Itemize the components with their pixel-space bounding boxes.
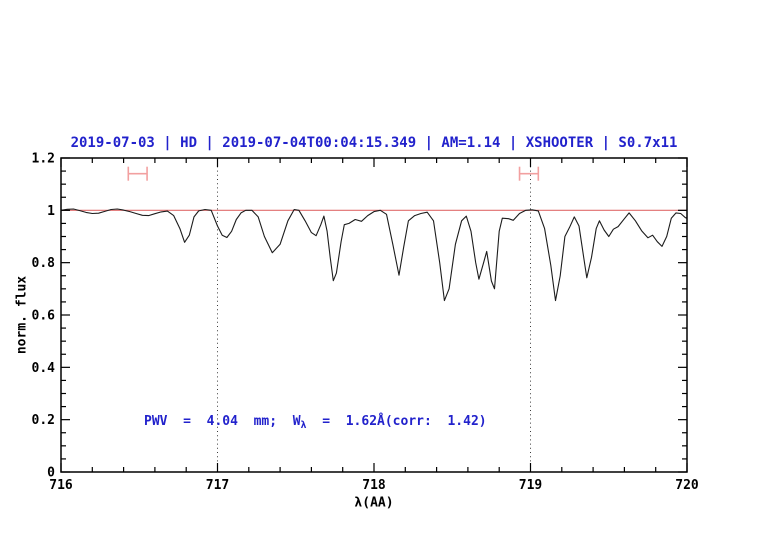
x-tick-label: 717 <box>206 478 229 493</box>
y-tick-label: 1.2 <box>32 152 55 167</box>
y-tick-label: 0.4 <box>32 361 56 376</box>
pwv-annotation-text: PWV = 4.04 mm; W <box>144 414 301 429</box>
y-tick-label: 0.8 <box>32 256 56 271</box>
y-tick-label: 0.2 <box>32 413 55 428</box>
y-axis-label: norm. flux <box>14 275 30 355</box>
plot-title: 2019-07-03 | HD | 2019-07-04T00:04:15.34… <box>70 135 678 151</box>
x-tick-label: 718 <box>362 478 386 493</box>
lambda-subscript: λ <box>300 420 307 431</box>
spectrum-line <box>60 208 688 302</box>
x-tick-label: 716 <box>49 478 73 493</box>
x-tick-label: 719 <box>519 478 542 493</box>
y-tick-label: 0.6 <box>32 309 56 324</box>
pwv-annotation: PWV = 4.04 mm; Wλ = 1.62Å(corr: 1.42) <box>144 414 487 431</box>
y-tick-label: 0 <box>47 466 55 481</box>
x-tick-label: 720 <box>675 478 699 493</box>
x-axis-label: λ(AA) <box>354 495 394 511</box>
pwv-annotation-value: = 1.62Å(corr: 1.42) <box>306 414 487 429</box>
y-tick-label: 1 <box>47 204 55 219</box>
